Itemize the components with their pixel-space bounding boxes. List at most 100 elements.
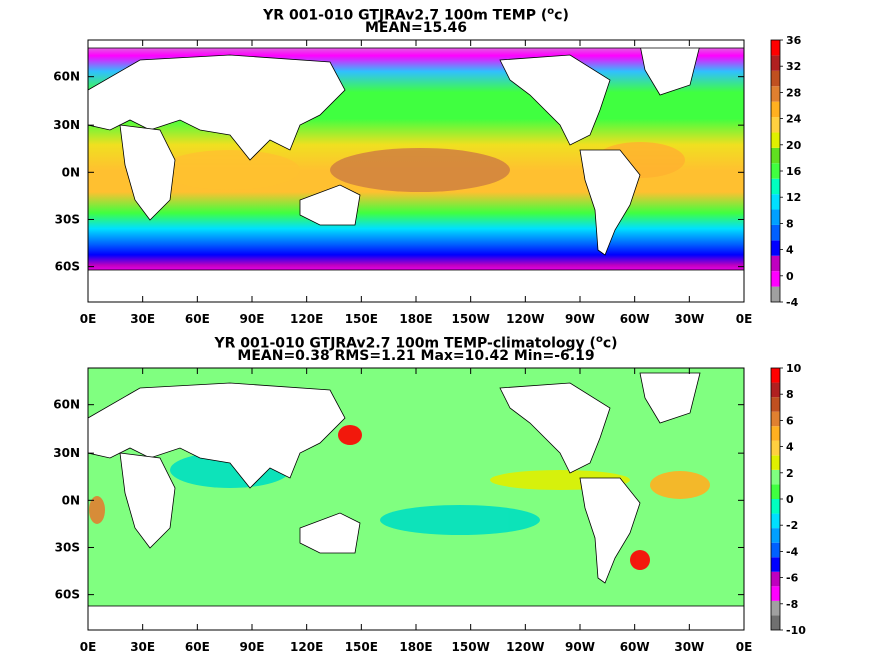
x-tick-label: 150E bbox=[345, 640, 378, 654]
y-tick-label: 30N bbox=[53, 446, 80, 460]
y-tick-label: 60N bbox=[53, 398, 80, 412]
colorbar-swatch bbox=[771, 178, 780, 195]
x-tick-label: 0E bbox=[80, 640, 97, 654]
x-tick-label: 60E bbox=[185, 312, 210, 326]
x-tick-label: 120W bbox=[506, 640, 544, 654]
y-tick-label: 60N bbox=[53, 70, 80, 84]
panel2-land bbox=[87, 372, 701, 584]
x-tick-label: 0E bbox=[736, 640, 753, 654]
colorbar-swatch bbox=[771, 70, 780, 87]
colorbar-label: 6 bbox=[786, 414, 794, 427]
colorbar-label: -4 bbox=[786, 296, 799, 309]
colorbar-label: 4 bbox=[786, 244, 794, 257]
x-tick-label: 30E bbox=[130, 640, 155, 654]
colorbar-swatch bbox=[771, 286, 780, 302]
colorbar-swatch bbox=[771, 147, 780, 164]
y-tick-label: 0N bbox=[62, 493, 80, 507]
x-tick-label: 120W bbox=[506, 312, 544, 326]
warm-pool-region bbox=[330, 148, 510, 192]
colorbar-swatch bbox=[771, 86, 780, 102]
y-tick-label: 60S bbox=[55, 260, 80, 274]
colorbar-label: 20 bbox=[786, 139, 802, 152]
colorbar-label: 24 bbox=[786, 113, 802, 126]
colorbar-label: 8 bbox=[786, 388, 794, 401]
colorbar-swatch bbox=[771, 255, 780, 272]
panel2-title: YR 001-010 GTJRAv2.7 100m TEMP-climatolo… bbox=[214, 334, 618, 352]
x-tick-label: 180E bbox=[399, 312, 432, 326]
colorbar-label: -8 bbox=[786, 598, 798, 611]
x-tick-label: 90E bbox=[240, 312, 265, 326]
panel1-map bbox=[87, 39, 745, 303]
panel1-colorbar: 36 32 28 24 20 16 12 8 4 0 -4 bbox=[770, 34, 802, 309]
colorbar-label: 8 bbox=[786, 217, 794, 230]
y-tick-label: 30S bbox=[55, 212, 80, 226]
colorbar-label: 0 bbox=[786, 493, 794, 506]
colorbar-swatch bbox=[771, 240, 780, 256]
colorbar-swatch bbox=[771, 571, 780, 587]
colorbar-swatch bbox=[771, 557, 780, 572]
x-tick-label: 150W bbox=[452, 640, 490, 654]
x-tick-label: 60W bbox=[620, 640, 650, 654]
anomaly-warm-patch bbox=[89, 496, 105, 524]
colorbar-swatch bbox=[771, 397, 780, 412]
panel1-title: YR 001-010 GTJRAv2.7 100m TEMP (oc) bbox=[263, 6, 569, 24]
colorbar-swatch bbox=[771, 271, 780, 287]
x-tick-label: 120E bbox=[290, 640, 323, 654]
colorbar-label: 2 bbox=[786, 467, 794, 480]
anomaly-hot-spot bbox=[630, 550, 650, 570]
y-tick-label: 60S bbox=[55, 588, 80, 602]
colorbar-swatch bbox=[771, 224, 780, 241]
colorbar-swatch bbox=[771, 455, 780, 470]
y-tick-label: 0N bbox=[62, 165, 80, 179]
axes-layer: 0E 30E 60E 90E 120E 150E 180E 150W 120W 90W 60W 30W… bbox=[53, 40, 752, 654]
anomaly-hot-spot bbox=[338, 425, 362, 445]
colorbar-swatch bbox=[771, 499, 780, 514]
colorbar-label: 16 bbox=[786, 165, 802, 178]
colorbar-label: 36 bbox=[786, 34, 802, 47]
colorbar-swatch bbox=[771, 469, 780, 485]
colorbar-swatch bbox=[771, 117, 780, 133]
colorbar-swatch bbox=[771, 426, 780, 441]
x-tick-label: 30W bbox=[674, 640, 704, 654]
colorbar-label: 10 bbox=[786, 362, 802, 375]
x-tick-label: 60W bbox=[620, 312, 650, 326]
colorbar-swatch bbox=[771, 615, 780, 630]
colorbar-swatch bbox=[771, 209, 780, 225]
colorbar-swatch bbox=[771, 40, 780, 56]
colorbar-label: -10 bbox=[786, 624, 806, 637]
colorbar-swatch bbox=[771, 528, 780, 543]
panel2-colorbar: 10 8 6 4 2 0 -2 -4 -6 -8 -10 bbox=[770, 362, 806, 637]
x-tick-label: 120E bbox=[290, 312, 323, 326]
x-tick-label: 90E bbox=[240, 640, 265, 654]
colorbar-label: 32 bbox=[786, 60, 801, 73]
y-tick-label: 30N bbox=[53, 118, 80, 132]
x-tick-label: 90W bbox=[565, 640, 595, 654]
colorbar-swatch bbox=[771, 368, 780, 383]
colorbar-swatch bbox=[771, 163, 780, 179]
colorbar-swatch bbox=[771, 101, 780, 118]
panel2-map bbox=[87, 367, 745, 631]
x-tick-label: 60E bbox=[185, 640, 210, 654]
x-tick-label: 30W bbox=[674, 312, 704, 326]
colorbar-label: 28 bbox=[786, 86, 801, 99]
colorbar-label: -4 bbox=[786, 545, 799, 558]
anomaly-warm-patch bbox=[650, 471, 710, 499]
colorbar-swatch bbox=[771, 513, 780, 529]
colorbar-swatch bbox=[771, 194, 780, 210]
colorbar-label: 4 bbox=[786, 441, 794, 454]
x-tick-label: 0E bbox=[80, 312, 97, 326]
colorbar-swatch bbox=[771, 600, 780, 616]
colorbar-swatch bbox=[771, 382, 780, 398]
panel2-subtitle: MEAN=0.38 RMS=1.21 Max=10.42 Min=-6.19 bbox=[237, 348, 595, 364]
x-tick-label: 150W bbox=[452, 312, 490, 326]
anomaly-cool-patch bbox=[380, 505, 540, 535]
colorbar-label: -2 bbox=[786, 519, 798, 532]
colorbar-swatch bbox=[771, 484, 780, 499]
colorbar-swatch bbox=[771, 440, 780, 456]
colorbar-swatch bbox=[771, 542, 780, 558]
colorbar-label: 12 bbox=[786, 191, 801, 204]
colorbar-swatch bbox=[771, 586, 780, 601]
x-tick-label: 150E bbox=[345, 312, 378, 326]
colorbar-swatch bbox=[771, 411, 780, 427]
